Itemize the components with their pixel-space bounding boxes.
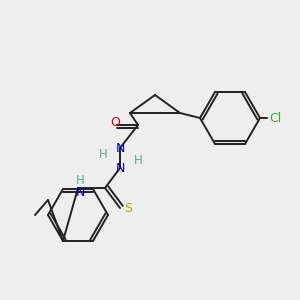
- Text: H: H: [76, 173, 84, 187]
- Text: S: S: [124, 202, 132, 214]
- Text: H: H: [134, 154, 142, 167]
- Text: N: N: [115, 161, 125, 175]
- Text: N: N: [75, 187, 85, 200]
- Text: H: H: [99, 148, 107, 161]
- Text: N: N: [115, 142, 125, 154]
- Text: Cl: Cl: [269, 112, 281, 124]
- Text: O: O: [110, 116, 120, 128]
